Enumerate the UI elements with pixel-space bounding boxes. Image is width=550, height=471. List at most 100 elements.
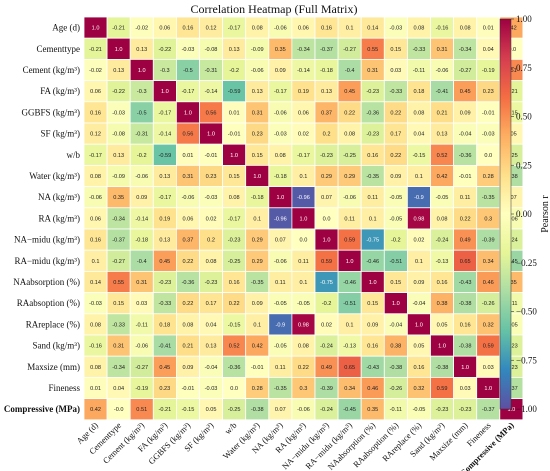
cell-value-label: 1.0 [323,238,331,244]
cell-value-label: -0.14 [205,89,218,95]
cell-value-label: 0.09 [367,322,378,328]
cell-value-label: -0.06 [505,216,518,222]
cell-value-label: -0.43 [366,365,379,371]
cell-value-label: -0.4 [345,68,355,74]
cell-value-label: 0.46 [367,386,378,392]
cell-value-label: 0.03 [390,68,401,74]
cell-value-label: 0.13 [113,68,124,74]
cell-value-label: -0.36 [459,153,472,159]
cell-value-label: -0.04 [205,365,218,371]
cell-value-label: 0.59 [344,238,355,244]
cell-value-label: 0.31 [183,174,194,180]
cell-value-label: 0.0 [230,386,238,392]
cell-value-label: 1.0 [461,365,469,371]
cell-value-label: 0.3 [300,386,308,392]
cell-value-label: 0.21 [183,344,194,350]
cell-value-label: 0.15 [252,153,263,159]
cell-value-label: 0.12 [206,26,217,32]
cell-value-label: -0.25 [343,153,356,159]
cell-value-label: -0.39 [482,238,495,244]
cell-value-label: 0.29 [321,174,332,180]
cell-value-label: 0.11 [368,195,378,201]
y-tick-label: NAabsorption (%) [13,277,80,287]
cell-value-label: -0.34 [112,365,125,371]
cell-value-label: -0.05 [297,301,310,307]
cell-value-label: -0.23 [158,280,171,286]
y-axis-labels: Age (d) Cementtype Cement (kg/m³) FA (kg/m³… [4,23,81,415]
cell-value-label: 0.1 [253,322,261,328]
cell-value-label: 0.56 [183,132,194,138]
cell-value-label: 0.34 [483,259,494,265]
colorbar-label: Pearson r [540,195,550,233]
cell-value-label: 0.1 [346,26,354,32]
cell-value-label: -0.41 [158,344,171,350]
cell-value-label: 0.51 [136,407,147,413]
cell-value-label: -0.22 [112,89,125,95]
cell-value-label: 0.52 [437,153,448,159]
cell-value-label: 0.17 [206,301,217,307]
cell-value-label: 1.0 [346,259,354,265]
cell-value-label: 0.52 [229,344,240,350]
cell-value-label: -0.03 [89,301,102,307]
cell-value-label: -0.17 [182,89,195,95]
cell-value-label: 0.56 [206,110,217,116]
cell-value-label: 0.22 [298,365,309,371]
cell-value-label: -0.59 [228,89,241,95]
cell-value-label: -0.96 [297,195,310,201]
cell-value-label: 0.13 [437,132,448,138]
colorbar-tick-label: −0.75 [516,355,537,365]
cell-value-label: 0.34 [344,386,355,392]
cell-value-label: -0.17 [158,110,171,116]
cell-value-label: 0.1 [415,259,423,265]
y-tick-label: Cement (kg/m³) [23,65,80,75]
cell-value-label: -0.38 [251,407,264,413]
cell-value-label: -0.06 [274,110,287,116]
cell-value-label: -0.35 [482,195,495,201]
cell-value-label: 0.13 [252,89,263,95]
cell-value-label: -0.2 [322,301,332,307]
cell-value-label: -0.04 [459,132,472,138]
cell-value-label: 0.04 [414,132,425,138]
cell-value-label: -0.05 [413,407,426,413]
cell-value-label: 0.09 [460,110,471,116]
cell-value-label: -0.33 [413,47,426,53]
cell-value-label: 0.31 [367,68,378,74]
cell-value-label: 0.08 [229,195,240,201]
cell-value-label: -0.17 [228,26,241,32]
cell-value-label: 0.21 [437,110,448,116]
cell-value-label: 0.07 [275,407,286,413]
cell-value-label: -0.59 [158,153,171,159]
cell-value-label: 0.45 [159,259,170,265]
cell-value-label: 0.15 [367,301,378,307]
cell-value-label: 0.18 [414,89,425,95]
y-tick-label: w/b [67,150,81,160]
cell-value-label: -0.15 [505,110,518,116]
cell-value-label: -0.9 [414,195,424,201]
cell-value-label: -0.27 [459,68,472,74]
cell-value-label: -0.23 [320,153,333,159]
colorbar: 1.00 0.75 0.50 0.25 0.00 −0.25 −0.50 −0.75 −1.00… [499,14,550,414]
cell-value-label: 1.0 [207,132,215,138]
cell-value-label: 1.0 [161,89,169,95]
cell-value-label: 0.42 [506,26,517,32]
cell-value-label: 0.38 [390,344,401,350]
cell-value-label: -0.05 [274,344,287,350]
cell-value-label: 0.09 [390,174,401,180]
cell-value-label: -0.24 [320,407,333,413]
cell-value-label: 0.08 [344,132,355,138]
cell-value-label: 0.59 [321,259,332,265]
cell-value-label: 0.22 [183,259,194,265]
cell-value-label: -0.14 [135,216,148,222]
cell-value-label: -0.33 [389,89,402,95]
cell-value-label: 0.13 [229,47,240,53]
cell-value-label: 0.45 [159,365,170,371]
cell-value-label: 0.45 [460,89,471,95]
cell-value-label: -0.35 [366,174,379,180]
cell-value-label: -0.06 [297,407,310,413]
heatmap-cells: 1.0 -0.21 -0.02 0.06 0.16 0.12 -0.17 0.08 -0.06 0… [83,16,524,421]
cell-value-label: -0.03 [205,195,218,201]
cell-value-label: -0.21 [89,47,102,53]
cell-value-label: -0.2 [229,68,239,74]
cell-value-label: -0.06 [135,174,148,180]
cell-value-label: 0.01 [483,26,494,32]
